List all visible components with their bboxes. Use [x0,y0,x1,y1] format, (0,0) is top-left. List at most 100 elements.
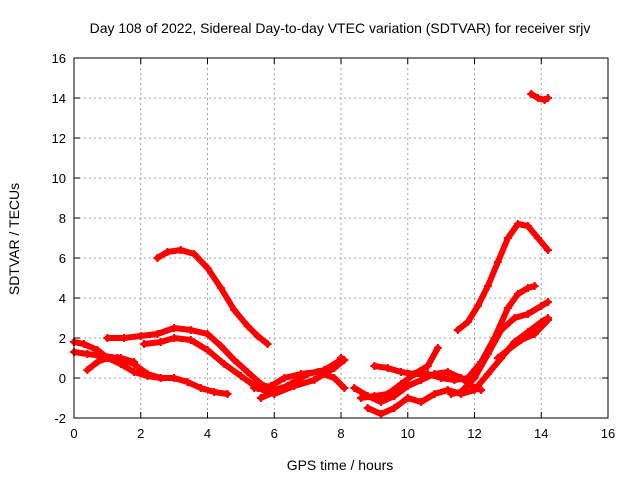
series-track-14 [453,220,552,334]
data-layer [70,90,552,418]
data-point [153,330,162,338]
data-point [403,394,412,402]
data-point [130,358,139,366]
data-point [270,388,279,396]
y-axis-title: SDTVAR / TECUs [6,183,22,295]
data-point [383,364,392,372]
data-point [120,334,129,342]
data-point [510,314,519,322]
data-point [170,324,179,332]
data-point [473,302,482,310]
data-point [80,340,89,348]
data-point [203,330,212,338]
data-point [493,354,502,362]
data-point [357,394,366,402]
data-point [176,246,185,254]
data-point [497,326,506,334]
y-tick-label: 8 [59,211,66,226]
data-point [196,384,205,392]
data-point [363,404,372,412]
data-point [483,350,492,358]
data-point [503,234,512,242]
data-point [280,374,289,382]
series-track-13 [447,298,552,398]
data-point [443,368,452,376]
data-point [143,370,152,378]
data-point [423,370,432,378]
data-point [190,250,199,258]
data-point [477,386,486,394]
data-point [503,346,512,354]
series-track-8 [256,354,345,402]
data-point [417,376,426,384]
data-point [433,344,442,352]
data-point [303,370,312,378]
data-point [543,94,552,102]
x-tick-label: 4 [204,426,211,441]
y-tick-label: 14 [52,91,66,106]
data-point [230,306,239,314]
data-point [513,290,522,298]
data-point [470,374,479,382]
data-point [186,326,195,334]
data-point [136,332,145,340]
data-point [93,358,102,366]
x-tick-label: 2 [137,426,144,441]
data-point [543,316,552,324]
data-point [350,384,359,392]
data-point [423,362,432,370]
y-tick-label: 2 [59,331,66,346]
data-point [266,382,275,390]
x-tick-label: 8 [337,426,344,441]
series-track-16 [527,90,552,104]
data-point [83,350,92,358]
data-point [156,338,165,346]
data-point [370,392,379,400]
data-point [236,372,245,380]
data-point [320,366,329,374]
y-tick-label: 6 [59,251,66,266]
data-point [170,334,179,342]
data-point [203,264,212,272]
data-point [527,90,536,98]
grid-lines [74,58,608,418]
data-point [330,374,339,382]
data-point [243,368,252,376]
series-track-7 [250,368,349,392]
data-point [523,310,532,318]
data-point [153,254,162,262]
data-point [453,326,462,334]
data-point [403,382,412,390]
data-point [340,384,349,392]
data-point [430,390,439,398]
data-point [140,340,149,348]
data-point [116,354,125,362]
data-point [513,220,522,228]
y-tick-label: -2 [54,411,66,426]
data-point [470,386,479,394]
data-point [256,394,265,402]
data-point [377,398,386,406]
data-point [337,354,345,362]
data-point [216,342,225,350]
data-point [390,404,399,412]
data-point [223,390,232,398]
x-tick-label: 16 [601,426,615,441]
series-track-6 [83,354,139,374]
plot-frame [73,57,609,419]
x-tick-label: 12 [467,426,481,441]
y-tick-label: 12 [52,131,66,146]
data-point [203,346,212,354]
y-tick-label: 16 [52,51,66,66]
data-point [250,384,259,392]
data-point [410,370,419,378]
series-track-1 [153,246,272,348]
tick-labels: 0 2 4 6 8 10 12 14 16 -2 0 2 4 6 8 10 12 14 16 [52,51,616,441]
data-point [390,392,399,400]
data-point [130,368,139,376]
data-point [543,246,552,254]
data-point [397,380,406,388]
data-point [263,340,272,348]
